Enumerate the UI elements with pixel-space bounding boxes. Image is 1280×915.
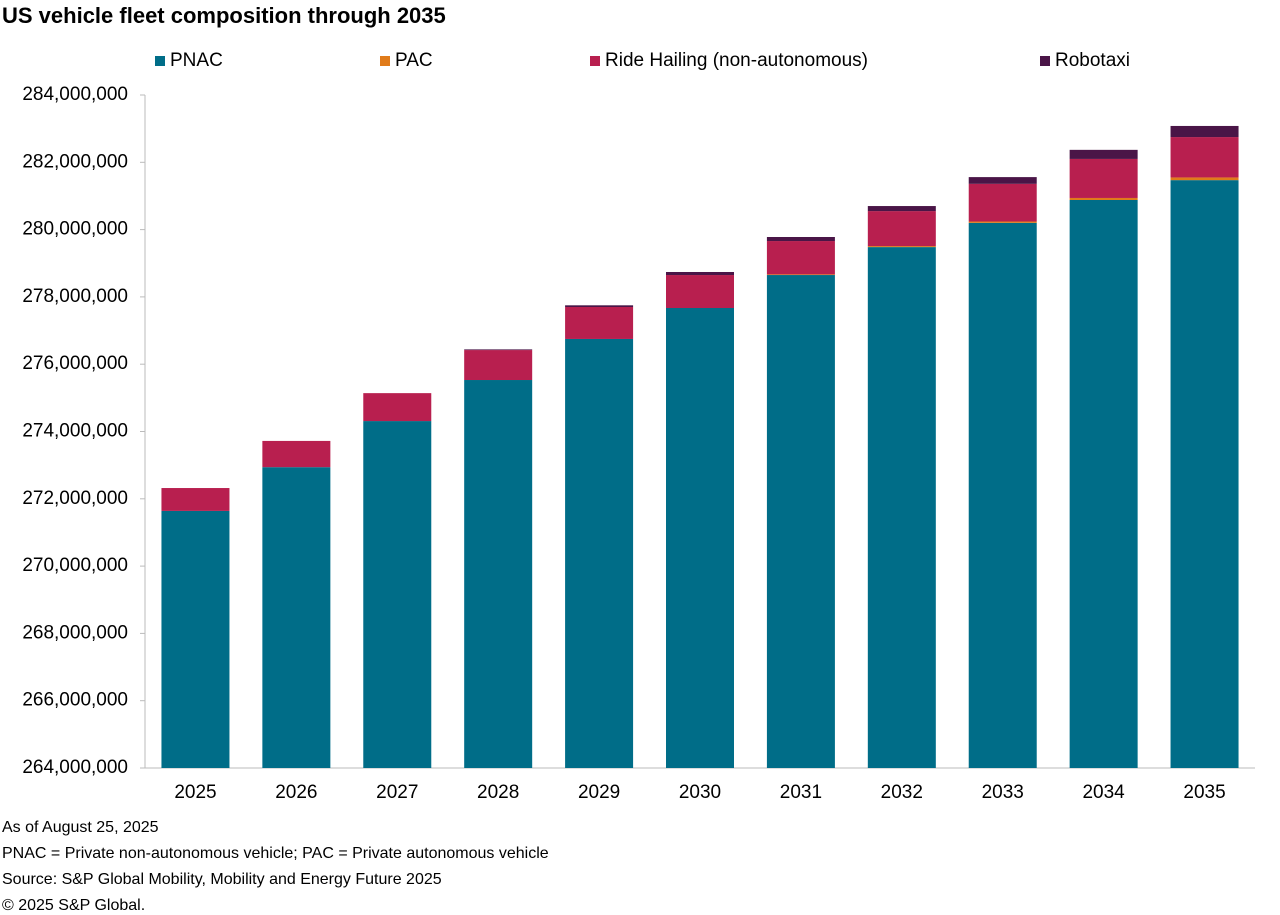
bar-segment bbox=[766, 274, 835, 276]
y-tick-label: 284,000,000 bbox=[22, 84, 128, 105]
bar-segment bbox=[1069, 197, 1138, 200]
bar-segment bbox=[565, 306, 634, 339]
bar-segment bbox=[262, 440, 331, 468]
bar-segment bbox=[867, 247, 936, 768]
bar-segment bbox=[666, 271, 734, 276]
y-tick-label: 280,000,000 bbox=[22, 219, 128, 240]
y-tick-label: 264,000,000 bbox=[22, 757, 128, 778]
legend-label: PAC bbox=[395, 50, 433, 71]
legend-swatch bbox=[380, 56, 390, 66]
bar-segment bbox=[1170, 137, 1239, 178]
footnote: As of August 25, 2025 bbox=[2, 819, 159, 836]
y-tick-label: 266,000,000 bbox=[22, 690, 128, 711]
bar-segment bbox=[565, 305, 634, 307]
x-tick-label: 2035 bbox=[1183, 782, 1225, 803]
bar-segment bbox=[161, 510, 230, 768]
x-tick-label: 2026 bbox=[275, 782, 317, 803]
bar-segment bbox=[1170, 180, 1239, 768]
y-tick-label: 268,000,000 bbox=[22, 622, 128, 643]
bar-segment bbox=[867, 206, 936, 212]
chart-title: US vehicle fleet composition through 203… bbox=[2, 3, 446, 28]
x-tick-label: 2027 bbox=[376, 782, 418, 803]
legend-label: Robotaxi bbox=[1055, 50, 1130, 71]
bar-segment bbox=[1170, 177, 1239, 181]
legend-label: Ride Hailing (non-autonomous) bbox=[605, 50, 868, 71]
bar-segment bbox=[262, 467, 331, 768]
x-tick-label: 2025 bbox=[174, 782, 216, 803]
bar-segment bbox=[766, 241, 835, 275]
x-tick-label: 2028 bbox=[477, 782, 519, 803]
x-tick-label: 2034 bbox=[1082, 782, 1125, 803]
bar-segment bbox=[363, 393, 432, 422]
bar-segment bbox=[968, 177, 1037, 184]
bar-segment bbox=[464, 380, 533, 768]
legend-swatch bbox=[1040, 56, 1050, 66]
x-tick-label: 2029 bbox=[578, 782, 620, 803]
bar-segment bbox=[1069, 149, 1138, 159]
legend-swatch bbox=[590, 56, 600, 66]
bar-segment bbox=[1069, 199, 1138, 768]
y-tick-label: 276,000,000 bbox=[22, 353, 128, 374]
y-tick-label: 282,000,000 bbox=[22, 151, 128, 172]
y-tick-label: 278,000,000 bbox=[22, 286, 128, 307]
x-tick-label: 2031 bbox=[780, 782, 822, 803]
bar-segment bbox=[161, 488, 230, 511]
bar-segment bbox=[666, 275, 734, 309]
bar-segment bbox=[867, 246, 936, 248]
bar-segment bbox=[464, 350, 533, 381]
bar-segment bbox=[666, 308, 734, 768]
bar-segment bbox=[464, 349, 533, 351]
bar-segment bbox=[1170, 125, 1239, 138]
bar-segment bbox=[1069, 158, 1138, 198]
y-tick-label: 270,000,000 bbox=[22, 555, 128, 576]
footnote: © 2025 S&P Global. bbox=[2, 897, 145, 914]
bar-segment bbox=[968, 221, 1037, 223]
bar-segment bbox=[867, 211, 936, 247]
legend-swatch bbox=[155, 56, 165, 66]
y-tick-label: 274,000,000 bbox=[22, 421, 128, 442]
x-tick-label: 2030 bbox=[679, 782, 721, 803]
footnote: PNAC = Private non-autonomous vehicle; P… bbox=[2, 845, 549, 862]
bar-segment bbox=[968, 183, 1037, 222]
bar-segment bbox=[968, 222, 1037, 768]
legend-label: PNAC bbox=[170, 50, 223, 71]
x-tick-label: 2032 bbox=[881, 782, 923, 803]
bar-segment bbox=[363, 421, 432, 768]
bar-segment bbox=[766, 237, 835, 242]
x-tick-label: 2033 bbox=[982, 782, 1024, 803]
y-tick-label: 272,000,000 bbox=[22, 488, 128, 509]
bar-segment bbox=[565, 338, 634, 768]
bar-segment bbox=[766, 275, 835, 768]
footnote: Source: S&P Global Mobility, Mobility an… bbox=[2, 871, 442, 888]
